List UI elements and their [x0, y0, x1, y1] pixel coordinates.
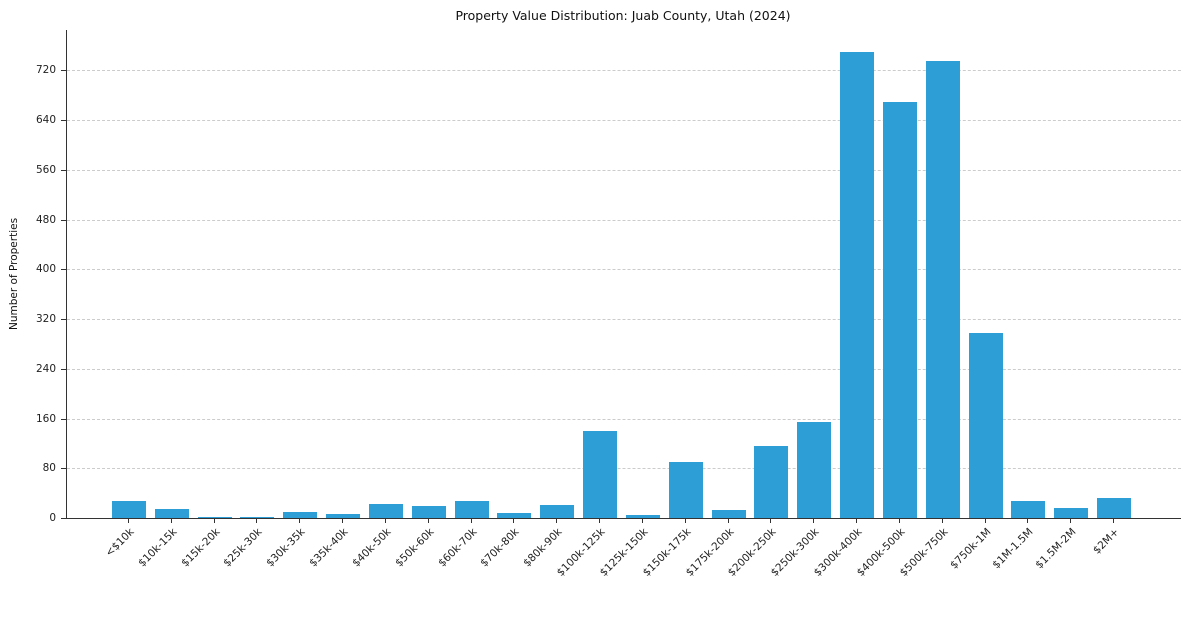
x-tick-mark — [128, 519, 129, 523]
x-tick-mark — [170, 519, 172, 523]
y-tick-mark — [61, 518, 66, 519]
gridline — [67, 219, 1181, 221]
x-tick-mark — [1027, 519, 1029, 523]
x-tick-mark — [727, 519, 729, 523]
x-tick-mark — [1113, 519, 1114, 523]
x-tick-mark — [470, 519, 472, 523]
bar — [368, 503, 403, 518]
x-tick-mark — [898, 519, 900, 523]
x-tick-mark — [641, 519, 643, 523]
bar — [240, 517, 275, 518]
x-tick-mark — [684, 519, 686, 523]
y-tick-mark — [61, 319, 66, 321]
bar — [968, 332, 1003, 518]
gridline — [67, 319, 1181, 321]
x-tick-mark — [1070, 519, 1072, 523]
y-tick-mark — [61, 468, 66, 470]
bar — [283, 511, 318, 518]
y-tick-mark — [61, 169, 66, 171]
gridline — [67, 269, 1181, 271]
bar — [411, 505, 446, 518]
y-tick-label: 640 — [35, 114, 56, 127]
x-tick-mark — [256, 519, 258, 523]
x-tick-mark — [984, 519, 986, 523]
y-tick-mark — [61, 418, 66, 420]
bar — [1011, 500, 1046, 518]
plot-area — [66, 30, 1181, 519]
y-tick-mark — [61, 70, 66, 72]
y-tick-label: 80 — [42, 462, 56, 475]
gridline — [67, 418, 1181, 420]
x-tick-mark — [513, 519, 515, 523]
gridline — [67, 169, 1181, 171]
x-tick-mark — [299, 519, 301, 523]
bar — [540, 504, 575, 518]
bar — [925, 61, 960, 518]
y-tick-label: 320 — [35, 313, 56, 326]
x-tick-mark — [599, 519, 601, 523]
y-tick-label: 160 — [35, 412, 56, 425]
bar — [1054, 508, 1089, 518]
x-tick-mark — [813, 519, 815, 523]
chart-title: Property Value Distribution: Juab County… — [455, 8, 791, 23]
bar — [497, 513, 532, 518]
x-tick-mark — [427, 519, 429, 523]
bar — [882, 101, 917, 518]
y-tick-mark — [61, 269, 66, 271]
x-tick-mark — [856, 519, 858, 523]
bar — [154, 509, 189, 518]
bar — [1097, 497, 1131, 518]
y-tick-label: 560 — [35, 163, 56, 176]
bar — [754, 445, 789, 518]
bar — [797, 421, 832, 518]
y-tick-label: 0 — [49, 512, 56, 524]
bar — [112, 500, 146, 518]
y-tick-label: 240 — [35, 362, 56, 375]
x-tick-mark — [941, 519, 943, 523]
bar — [668, 462, 703, 518]
bar — [583, 430, 618, 518]
x-tick-mark — [342, 519, 344, 523]
bar — [840, 51, 875, 518]
y-tick-mark — [61, 368, 66, 370]
bar — [197, 516, 232, 518]
gridline — [67, 120, 1181, 122]
x-tick-mark — [556, 519, 558, 523]
y-tick-label: 720 — [35, 64, 56, 77]
bar — [326, 514, 361, 518]
y-tick-label: 400 — [35, 263, 56, 276]
bar — [711, 509, 746, 518]
x-tick-mark — [213, 519, 215, 523]
bar — [625, 514, 660, 518]
x-tick-mark — [770, 519, 772, 523]
y-tick-mark — [61, 219, 66, 221]
bar — [454, 500, 489, 518]
gridline — [67, 368, 1181, 370]
x-tick-mark — [384, 519, 386, 523]
bar-chart: Property Value Distribution: Juab County… — [8, 8, 1181, 579]
gridline — [67, 468, 1181, 470]
y-tick-label: 480 — [35, 213, 56, 226]
y-tick-mark — [61, 120, 66, 122]
gridline — [67, 70, 1181, 72]
